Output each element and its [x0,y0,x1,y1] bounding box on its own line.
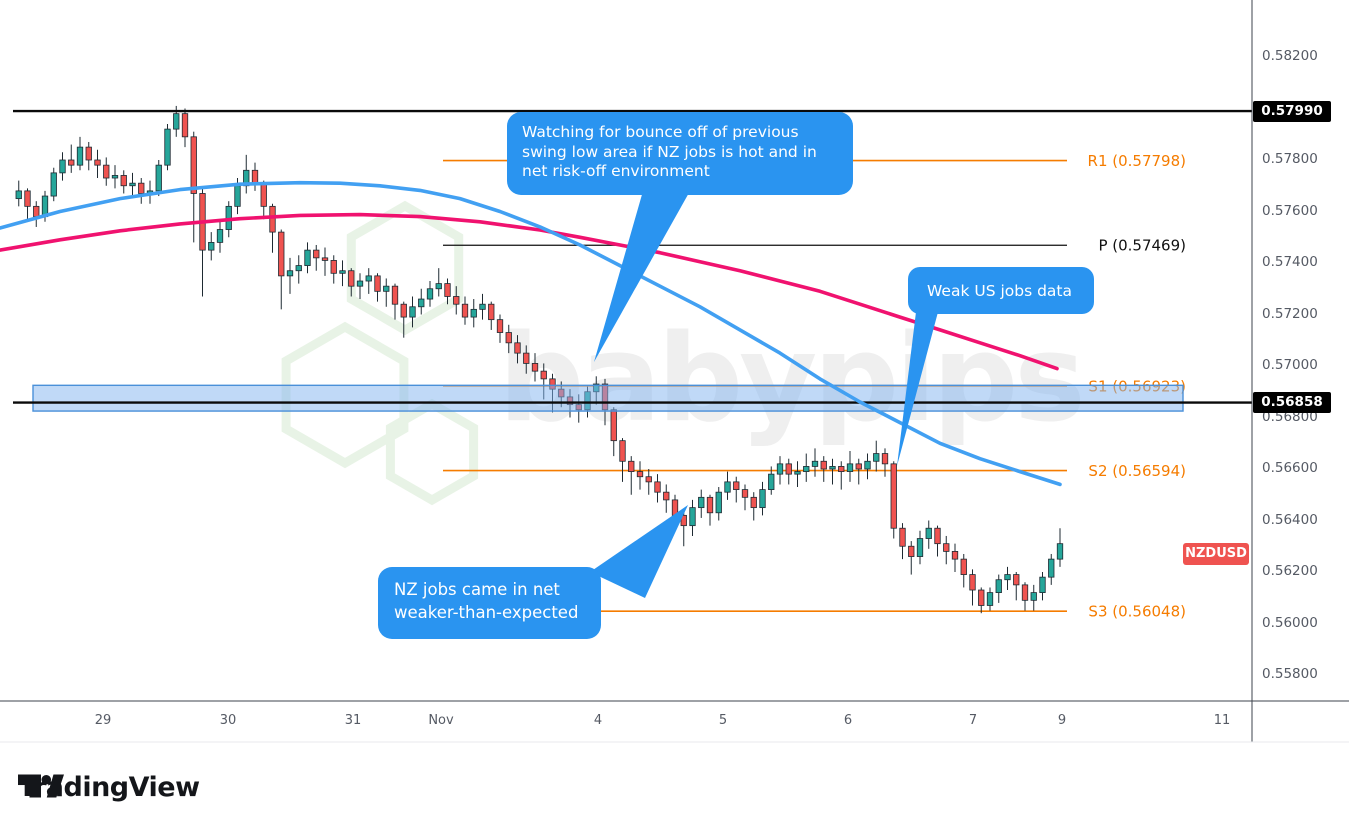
time-axis[interactable]: 29 30 31 Nov 4 5 6 7 9 11 [0,701,1349,742]
callout-weak-us-jobs[interactable]: Weak US jobs data [908,267,1094,314]
callout-line: weaker-than-expected [394,602,579,622]
time-axis-label: 30 [219,713,237,728]
callout-watching-for-bounce[interactable]: Watching for bounce off of previous swin… [507,112,853,195]
babypips-watermark: babypips [281,200,1086,506]
price-axis-label: 0.56400 [1262,511,1318,528]
price-axis-label: 0.58200 [1262,48,1318,64]
tradingview-logo-icon [18,774,64,798]
price-line-tag: 0.56858 [1253,392,1331,414]
svg-text:R1 (0.57798): R1 (0.57798) [1088,152,1186,170]
svg-text:babypips: babypips [498,310,1081,449]
time-axis-label: 31 [344,713,362,728]
price-axis-label: 0.55800 [1262,666,1318,682]
price-axis-label: 0.57200 [1262,305,1318,322]
callout-line: swing low area if NZ jobs is hot and in [522,142,817,161]
price-axis-label: 0.57400 [1262,254,1318,270]
symbol-price-tag: NZDUSD [1183,543,1249,565]
time-axis-label: 29 [94,713,112,728]
callout-pointers [590,191,938,598]
price-axis-label: 0.57800 [1262,151,1318,167]
callout-line: net risk-off environment [522,162,710,180]
time-axis-label: 7 [968,713,978,728]
time-axis-label: 4 [593,713,603,728]
axis-borders [0,0,1349,743]
callout-line: NZ jobs came in net [394,580,560,599]
price-axis[interactable]: 0.58200 0.57800 0.57600 0.57400 0.57200 0.570… [1252,0,1349,742]
candlesticks [15,105,1064,614]
support-zone-rectangle[interactable] [32,384,1184,412]
svg-text:S3 (0.56048): S3 (0.56048) [1088,603,1186,621]
price-axis-label: 0.57000 [1262,357,1318,373]
time-axis-label: 6 [843,713,853,728]
price-axis-label: 0.56000 [1262,614,1318,631]
callout-line: Weak US jobs data [927,281,1073,300]
callout-nz-jobs[interactable]: NZ jobs came in net weaker-than-expected [378,567,601,639]
time-axis-label: Nov [428,713,454,728]
callout-line: Watching for bounce off of previous [522,123,799,141]
price-axis-label: 0.56200 [1262,563,1318,579]
time-axis-label: 11 [1213,713,1231,728]
time-axis-label: 9 [1057,713,1067,728]
tradingview-logo[interactable]: TradingView [18,772,200,803]
moving-average-lines [0,180,1062,487]
svg-text:P (0.57469): P (0.57469) [1098,237,1186,255]
horizontal-price-lines[interactable] [13,109,1252,404]
price-axis-label: 0.57600 [1262,202,1318,219]
price-axis-label: 0.56600 [1262,460,1318,476]
time-axis-label: 5 [718,713,728,728]
price-line-tag: 0.57990 [1253,100,1331,122]
svg-text:S2 (0.56594): S2 (0.56594) [1088,462,1186,480]
